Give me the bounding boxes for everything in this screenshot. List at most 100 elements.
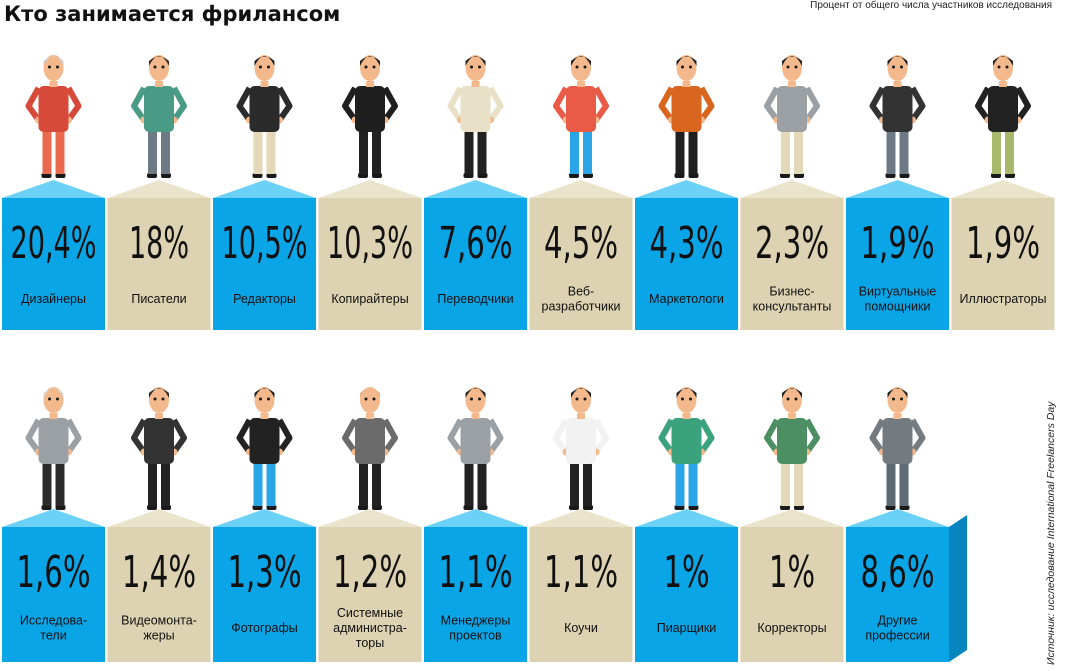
category-label: Веб-разработчики [542, 285, 621, 314]
category-label: Бизнес-консультанты [753, 285, 832, 314]
category-label: Коучи [564, 621, 598, 635]
category-label: Фотографы [231, 621, 297, 635]
category-label: Корректоры [757, 621, 826, 635]
bar-face [424, 198, 527, 330]
bar-block: 18% Писатели [107, 180, 211, 330]
category-label: Системные администра-торы [333, 606, 407, 650]
bar-block: 10,3% Копирайтеры [318, 180, 422, 330]
value-label: 8,6% [861, 547, 935, 598]
bar-face [740, 527, 844, 662]
bar-roof [529, 180, 633, 198]
value-label: 18% [129, 218, 189, 269]
bar-face [529, 198, 633, 330]
chart-title: Кто занимается фрилансом [4, 2, 341, 26]
bar-face [846, 527, 949, 662]
freelancer-figure [658, 387, 715, 510]
bar-roof [740, 180, 844, 198]
bar-roof [635, 180, 738, 198]
bar-face [951, 198, 1055, 330]
category-label: Копирайтеры [331, 292, 408, 306]
bar-roof [846, 509, 949, 527]
bar-face [529, 527, 633, 662]
bar-side [949, 515, 967, 662]
freelancer-figure [131, 55, 187, 178]
freelancer-figure [25, 387, 82, 510]
category-label: Дизайнеры [21, 292, 86, 306]
value-label: 20,4% [11, 218, 97, 269]
bar-block: 8,6% Другие профессии [846, 509, 967, 662]
bar-roof [213, 180, 316, 198]
value-label: 1% [769, 547, 815, 598]
bar-face [318, 527, 422, 662]
bar-roof [2, 509, 105, 527]
value-label: 1,9% [861, 218, 935, 269]
category-label: Другие профессии [865, 614, 929, 643]
value-label: 10,5% [222, 218, 308, 269]
freelancer-figure [342, 55, 398, 178]
bar-block: 1,3% Фотографы [213, 509, 316, 662]
bar-block: 1,4% Видеомонта-жеры [107, 509, 211, 662]
bar-block: 1,1% Коучи [529, 509, 633, 662]
freelancer-figure [25, 55, 82, 178]
bar-face [107, 527, 211, 662]
category-label: Видеомонта-жеры [121, 614, 197, 643]
freelancer-figure [236, 55, 293, 178]
bar-roof [529, 509, 633, 527]
value-label: 7,6% [439, 218, 513, 269]
bar-block: 1,1% Менеджеры проектов [424, 509, 527, 662]
value-label: 1,9% [966, 218, 1040, 269]
bar-block: 4,3% Маркетологи [635, 180, 738, 330]
category-label: Переводчики [437, 292, 513, 306]
bar-face [635, 527, 738, 662]
freelancer-figure [342, 387, 398, 510]
bar-roof [318, 509, 422, 527]
bar-block: 2,3% Бизнес-консультанты [740, 180, 844, 330]
bar-face [213, 527, 316, 662]
freelancer-figure [553, 55, 609, 178]
bar-face [107, 198, 211, 330]
freelancer-figure [975, 55, 1031, 178]
category-label: Менеджеры проектов [441, 614, 511, 643]
bar-face [846, 198, 949, 330]
freelancer-figure [764, 55, 820, 178]
bar-block: 4,5% Веб-разработчики [529, 180, 633, 330]
bar-face [318, 198, 422, 330]
bar-face [635, 198, 738, 330]
category-label: Иллюстраторы [959, 292, 1046, 306]
bar-block: 1% Пиарщики [635, 509, 738, 662]
category-label: Виртуальные помощники [859, 285, 937, 314]
category-label: Исследова-тели [20, 614, 87, 643]
bar-block: 1,9% Виртуальные помощники [846, 180, 949, 330]
bar-block: 10,5% Редакторы [213, 180, 316, 330]
chart-subtitle: Процент от общего числа участников иссле… [810, 0, 1052, 11]
value-label: 1,1% [544, 547, 618, 598]
bar-roof [2, 180, 105, 198]
category-label: Пиарщики [657, 621, 717, 635]
category-label: Маркетологи [649, 292, 724, 306]
bar-roof [951, 180, 1055, 198]
value-label: 1,2% [333, 547, 407, 598]
bar-block: 1,2% Системные администра-торы [318, 509, 422, 662]
value-label: 4,3% [650, 218, 724, 269]
bar-roof [107, 509, 211, 527]
bar-roof [424, 509, 527, 527]
category-label: Писатели [131, 292, 186, 306]
value-label: 1,4% [122, 547, 196, 598]
value-label: 4,5% [544, 218, 618, 269]
bar-block: 20,4% Дизайнеры [2, 180, 105, 330]
bar-block: 7,6% Переводчики [424, 180, 527, 330]
category-label: Редакторы [233, 292, 296, 306]
freelancer-figure [236, 387, 293, 510]
bar-block: 1,9% Иллюстраторы [951, 180, 1055, 330]
bar-roof [318, 180, 422, 198]
bar-block: 1% Корректоры [740, 509, 844, 662]
value-label: 1,3% [228, 547, 302, 598]
bar-block: 1,6% Исследова-тели [2, 509, 105, 662]
value-label: 1,1% [439, 547, 513, 598]
freelancer-figure [658, 55, 715, 178]
bar-roof [635, 509, 738, 527]
value-label: 2,3% [755, 218, 829, 269]
value-label: 1,6% [17, 547, 91, 598]
freelancer-figure [131, 387, 187, 510]
